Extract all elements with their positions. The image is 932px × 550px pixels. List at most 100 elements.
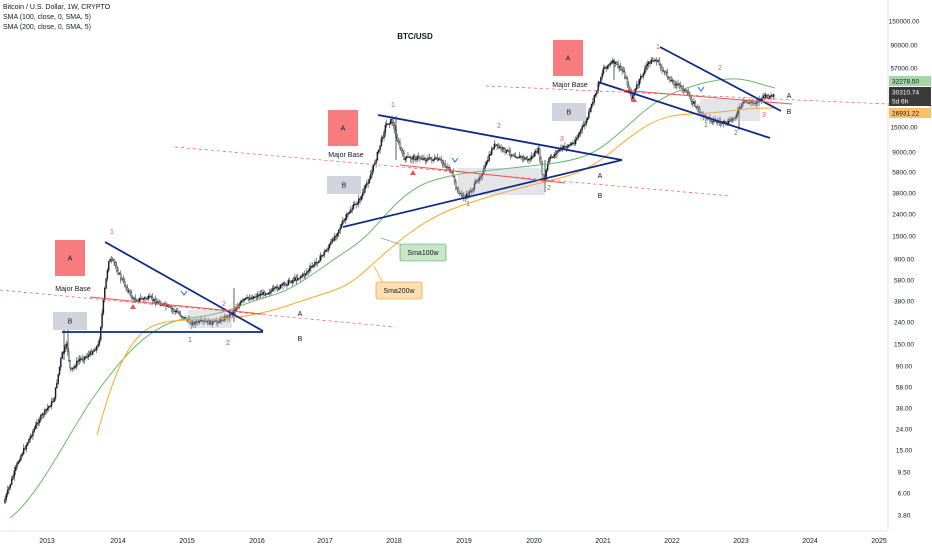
candle-body [730,119,732,121]
candle [523,154,525,163]
candle-body [390,119,392,124]
candle [625,75,627,80]
candle-body [272,288,275,290]
candle [246,294,248,300]
candle-body [492,147,494,150]
candle-body [143,297,146,299]
candle-body [109,259,111,262]
candle [76,357,78,370]
candle-body [291,280,293,283]
candle [497,142,500,149]
candle [582,120,585,128]
candle [82,356,85,364]
y-tick-label: 90.00 [896,364,913,371]
legend-symbol[interactable]: Bitcoin / U.S. Dollar, 1W, CRYPTO [3,4,111,11]
candle [612,57,614,64]
candle-body [294,277,296,281]
candle-body [367,182,369,185]
candle [34,421,37,430]
candle-body [509,151,512,156]
candle [12,474,14,481]
x-tick-label: 2013 [39,538,55,545]
candle [578,131,581,138]
candle [618,65,621,72]
candle [102,298,105,316]
candle-body [437,158,440,161]
candle [90,348,93,356]
x-tick-label: 2018 [386,538,402,545]
candle [363,185,365,195]
candle [747,101,750,105]
candle-body [391,119,393,123]
candle [530,152,533,162]
candle-body [677,83,679,85]
y-tick-label: 9.50 [898,470,911,477]
candle [622,66,625,73]
candle [69,359,71,373]
candle [367,178,369,188]
candle [409,155,412,163]
candle-body [448,167,450,170]
candle [573,138,575,147]
candle-body [203,320,206,323]
candle [4,496,6,504]
candle-body [61,352,63,359]
candle-body [445,166,448,168]
candle [509,148,512,160]
candle-body [638,79,641,85]
candle-body [146,298,149,300]
candle-body [120,273,122,280]
y-tick-label: 2400.00 [892,212,916,219]
candle-body [602,68,605,74]
candle [592,97,594,108]
y-tick-label: 900.00 [894,257,914,264]
candle [467,191,469,200]
candle-body [576,137,578,141]
candle [473,179,476,193]
candle-body [57,374,59,384]
candle [765,92,767,100]
candle [526,155,529,163]
candle [194,320,196,329]
candle [299,275,301,283]
candle [584,120,586,130]
candle [416,155,418,162]
candle-body [30,435,33,437]
major-base-label: Major Base [55,286,91,293]
candle [437,157,440,161]
candle-body [569,144,571,146]
candle [372,164,375,174]
legend-sma100[interactable]: SMA (100, close, 0, SMA, 5) [3,14,91,21]
candle-body [288,280,291,283]
candle-body [80,358,82,360]
legend-sma200[interactable]: SMA (200, close, 0, SMA, 5) [3,24,91,31]
candle-body [453,176,456,182]
candle [540,156,542,166]
candle-body [74,366,77,368]
candle-body [433,158,436,161]
candle [671,77,674,85]
candle [403,149,405,161]
candle [396,133,399,143]
candle [517,156,520,159]
price-label: 5d 6h [892,99,909,106]
candle [141,295,143,301]
sell-marker [130,304,136,309]
candle [609,60,611,68]
candle-body [284,283,287,286]
candle-body [652,59,654,62]
y-tick-label: 580.00 [894,278,914,285]
candle [674,80,677,89]
candle [276,284,279,293]
candle-body [214,320,216,322]
candle [335,233,337,241]
candle-body [322,255,324,257]
candle-body [520,155,522,158]
candle-body [4,498,6,504]
candle [601,69,603,81]
candle [593,94,595,106]
candle-body [497,144,500,148]
candle-body [489,154,492,156]
candle-body [88,354,90,357]
